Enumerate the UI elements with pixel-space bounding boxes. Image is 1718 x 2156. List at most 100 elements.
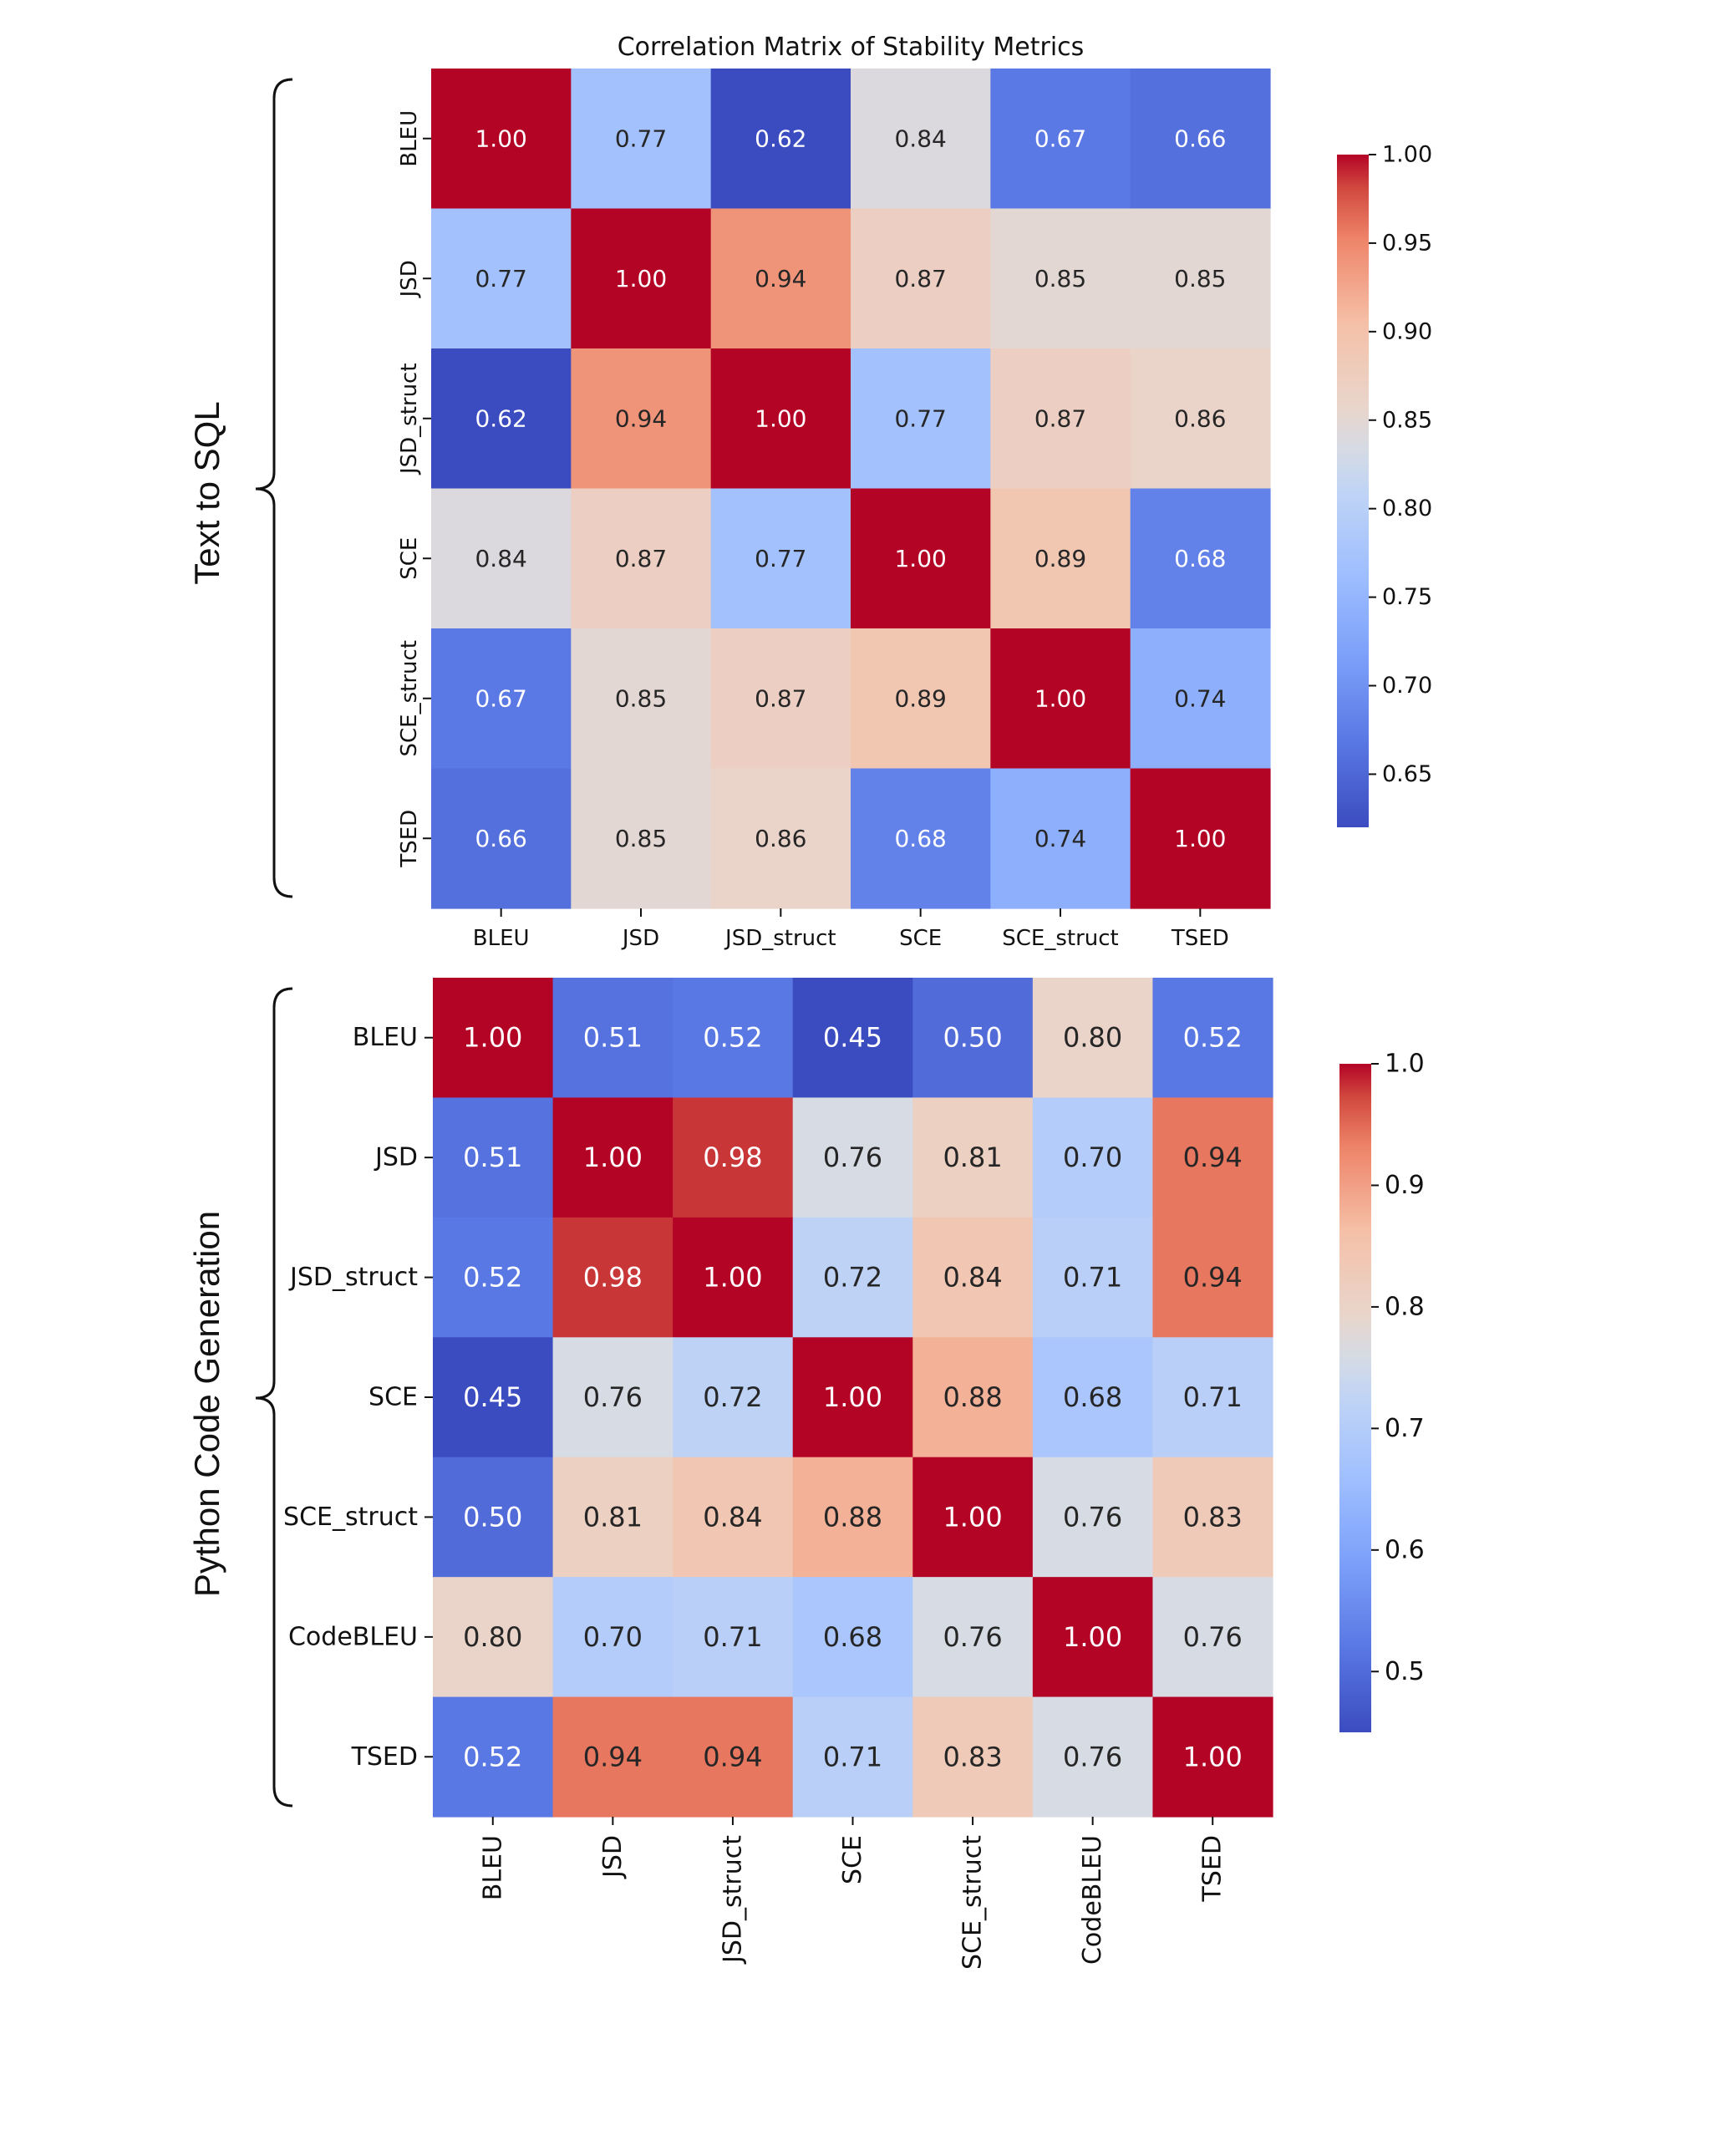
chart-title: Correlation Matrix of Stability Metrics [618, 33, 1085, 62]
cell-value-bleu-jsd: 0.77 [615, 125, 667, 152]
heatmap-cells [433, 978, 1273, 1818]
x-tick-label-jsd: JSD [621, 926, 659, 951]
cell-tsed-jsd-struct [710, 768, 851, 909]
cell-value-tsed-tsed: 1.00 [1174, 825, 1226, 852]
cell-tsed-jsd [552, 1696, 673, 1818]
section-brace-python-code-generation [255, 987, 293, 1808]
colorbar [1337, 155, 1369, 827]
cell-jsd-bleu [433, 1097, 554, 1218]
y-axis-ticks: BLEU JSD JSD_struct SCE SCE_struct CodeBLEU TS… [283, 1023, 433, 1772]
cell-value-tsed-tsed: 1.00 [1183, 1741, 1243, 1772]
cell-sce-tsed [1130, 488, 1271, 629]
cell-sce-sce-struct [990, 488, 1131, 629]
y-tick-label-tsed: TSED [397, 810, 422, 868]
cell-bleu-sce [851, 69, 991, 210]
cell-value-bleu-tsed: 0.66 [1174, 125, 1226, 152]
cell-value-jsd-jsd: 1.00 [615, 265, 667, 292]
colorbar-tick-label-0: 0.5 [1385, 1657, 1425, 1686]
cell-jsd-tsed [1152, 1097, 1273, 1218]
colorbar-tick-label-1: 0.6 [1385, 1535, 1425, 1564]
cell-jsd-codebleu [1032, 1097, 1154, 1218]
cell-value-sce-tsed: 0.68 [1174, 545, 1226, 572]
y-axis-ticks: BLEU JSD JSD_struct SCE SCE_struct TSED [397, 110, 431, 868]
colorbar-tick-label-0: 0.65 [1382, 761, 1432, 787]
cell-sce-struct-jsd-struct [710, 628, 851, 770]
cell-value-jsd-struct-jsd: 0.98 [583, 1262, 643, 1294]
cell-value-bleu-jsd-struct: 0.52 [703, 1022, 762, 1054]
cell-bleu-bleu [433, 978, 554, 1099]
colorbar-ticks: 0.5 0.6 0.7 0.8 0.9 1.0 [1371, 1050, 1425, 1686]
cell-jsd-struct-sce-struct [912, 1217, 1034, 1338]
cell-value-sce-struct-jsd: 0.85 [615, 684, 667, 712]
x-tick-label-tsed: TSED [1171, 926, 1229, 951]
cell-value-jsd-struct-tsed: 0.94 [1183, 1262, 1243, 1294]
cell-value-bleu-sce: 0.84 [894, 125, 946, 152]
y-tick-label-bleu: BLEU [353, 1023, 418, 1052]
cell-sce-bleu [433, 1337, 554, 1458]
section-label-python-code-generation: Python Code Generation [187, 1211, 226, 1597]
cell-value-sce-sce-struct: 0.88 [943, 1381, 1002, 1413]
y-tick-label-tsed: TSED [351, 1742, 418, 1772]
cell-sce-jsd-struct [673, 1337, 794, 1458]
x-tick-label-jsd: JSD [598, 1835, 628, 1879]
cell-value-jsd-struct-jsd-struct: 1.00 [703, 1262, 762, 1294]
colorbar-tick-label-6: 0.95 [1382, 230, 1432, 256]
cell-jsd-struct-sce [792, 1217, 913, 1338]
colorbar-tick-label-4: 0.9 [1385, 1171, 1425, 1200]
cell-sce-jsd [571, 488, 712, 629]
colorbar-tick-label-2: 0.75 [1382, 584, 1432, 610]
cell-sce-sce [792, 1337, 913, 1458]
y-tick-label-sce: SCE [397, 537, 422, 580]
section-label-text-to-sql: Text to SQL [187, 401, 226, 584]
cell-tsed-jsd [571, 768, 712, 909]
cell-value-tsed-bleu: 0.66 [475, 825, 526, 852]
cell-sce-struct-codebleu [1032, 1457, 1154, 1578]
cell-value-sce-struct-jsd-struct: 0.87 [755, 684, 806, 712]
cell-value-jsd-struct-jsd: 0.94 [615, 404, 667, 432]
cell-jsd-struct-jsd [571, 348, 712, 490]
cell-sce-jsd-struct [710, 488, 851, 629]
cell-jsd-jsd-struct [710, 208, 851, 349]
cell-jsd-sce-struct [912, 1097, 1034, 1218]
cell-sce-struct-jsd-struct [673, 1457, 794, 1578]
cell-value-sce-sce-struct: 0.89 [1034, 545, 1086, 572]
cell-value-codebleu-bleu: 0.80 [463, 1621, 522, 1653]
cell-sce-sce [851, 488, 991, 629]
cell-jsd-struct-tsed [1152, 1217, 1273, 1338]
cell-value-tsed-codebleu: 0.76 [1063, 1741, 1122, 1772]
cell-value-sce-bleu: 0.84 [475, 545, 526, 572]
cell-value-bleu-sce-struct: 0.67 [1034, 125, 1086, 152]
x-tick-label-bleu: BLEU [473, 926, 530, 951]
cell-jsd-struct-sce [851, 348, 991, 490]
cell-jsd-sce [792, 1097, 913, 1218]
y-tick-label-bleu: BLEU [397, 110, 422, 167]
x-tick-label-sce: SCE [899, 926, 942, 951]
cell-value-sce-sce: 1.00 [823, 1381, 882, 1413]
cell-tsed-sce [792, 1696, 913, 1818]
cell-value-jsd-bleu: 0.51 [463, 1142, 522, 1173]
cell-bleu-jsd [552, 978, 673, 1099]
cell-value-jsd-sce-struct: 0.85 [1034, 265, 1086, 292]
colorbar-tick-label-5: 1.0 [1385, 1050, 1425, 1079]
x-axis-ticks: BLEU JSD JSD_struct SCE SCE_struct TSED [473, 908, 1229, 951]
cell-value-sce-struct-tsed: 0.74 [1174, 684, 1226, 712]
cell-tsed-sce-struct [912, 1696, 1034, 1818]
cell-value-jsd-struct-tsed: 0.86 [1174, 404, 1226, 432]
cell-value-codebleu-jsd: 0.70 [583, 1621, 643, 1653]
cell-value-bleu-jsd: 0.51 [583, 1022, 643, 1054]
cell-tsed-tsed [1130, 768, 1271, 909]
cell-codebleu-tsed [1152, 1577, 1273, 1698]
cell-value-jsd-jsd-struct: 0.98 [703, 1142, 762, 1173]
y-tick-label-jsd-struct: JSD_struct [397, 363, 422, 475]
cell-value-jsd-tsed: 0.94 [1183, 1142, 1243, 1173]
cell-sce-struct-jsd [571, 628, 712, 770]
cell-value-bleu-codebleu: 0.80 [1063, 1022, 1122, 1054]
cell-codebleu-sce [792, 1577, 913, 1698]
cell-value-jsd-jsd-struct: 0.94 [755, 265, 806, 292]
cell-value-jsd-struct-bleu: 0.52 [463, 1262, 522, 1294]
cell-value-jsd-struct-codebleu: 0.71 [1063, 1262, 1122, 1294]
cell-value-codebleu-tsed: 0.76 [1183, 1621, 1243, 1653]
cell-sce-bleu [431, 488, 572, 629]
